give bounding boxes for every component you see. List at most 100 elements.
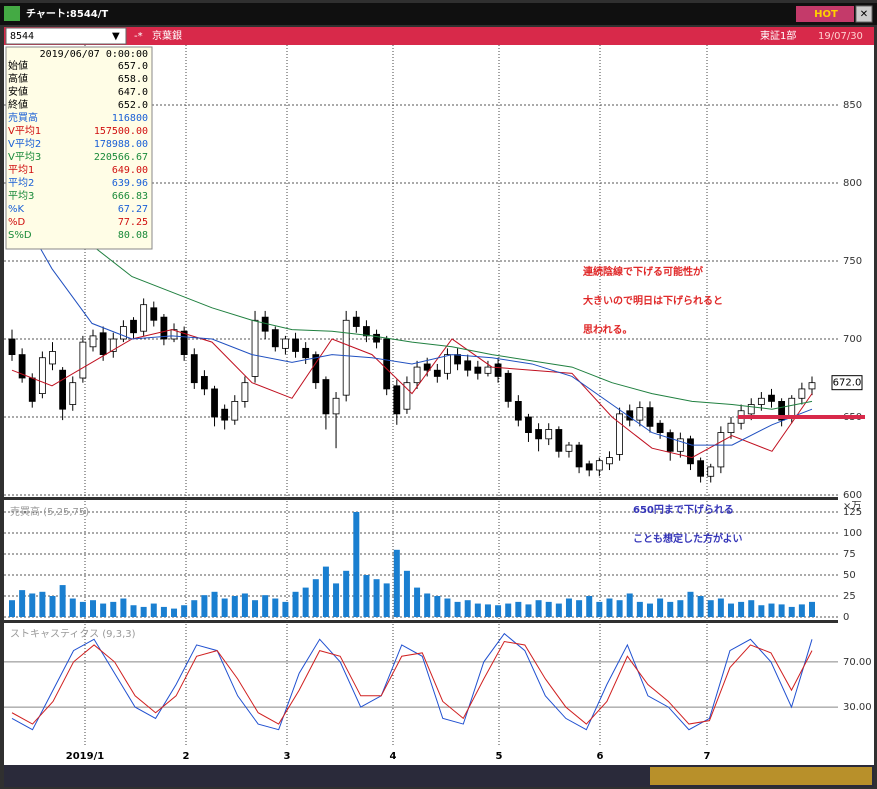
volume-bar <box>768 603 775 617</box>
volume-bar <box>403 570 410 617</box>
dash-star: -* <box>134 31 143 42</box>
candle-body <box>241 382 249 402</box>
candle-body <box>211 388 218 418</box>
volume-bar <box>191 600 198 617</box>
annotation-red: 思われる。 <box>583 324 633 336</box>
last-price-box <box>831 375 863 391</box>
volume-bar <box>798 604 805 617</box>
volume-bar <box>9 600 15 617</box>
hot-button[interactable] <box>796 6 854 22</box>
stock-name: 京葉銀 <box>152 29 182 42</box>
info-value: 67.27 <box>118 204 148 215</box>
volume-tick-label: 100 <box>843 528 862 539</box>
candle-body <box>140 304 148 332</box>
candle-body <box>231 400 239 421</box>
candle-body <box>190 354 198 384</box>
volume-bar <box>59 585 66 617</box>
close-button[interactable] <box>855 5 873 23</box>
candle-body <box>38 357 46 395</box>
candle-body <box>606 457 613 465</box>
candle-body <box>18 354 26 379</box>
info-panel <box>5 46 153 250</box>
candle-body <box>59 369 67 410</box>
volume-bar <box>322 566 329 617</box>
annotation-blue: 650円まで下げられる <box>633 503 734 516</box>
candle-body <box>697 460 705 477</box>
candle-body <box>69 382 77 405</box>
volume-bar <box>252 600 259 617</box>
x-axis <box>4 745 874 765</box>
candle-body <box>768 394 775 402</box>
info-value: 657.0 <box>118 61 148 72</box>
volume-bar <box>363 575 370 617</box>
scroll-thumb[interactable] <box>650 767 872 785</box>
info-label: 終値 <box>8 98 28 111</box>
info-label: V平均2 <box>8 138 41 150</box>
moving-average <box>11 174 813 410</box>
info-value: 77.25 <box>118 217 148 228</box>
x-label: 4 <box>390 751 397 762</box>
volume-bar <box>29 593 36 617</box>
volume-bar <box>19 590 26 617</box>
candle-body <box>585 463 593 471</box>
candle-body <box>788 397 796 418</box>
price-tick-label: 700 <box>843 334 862 345</box>
stochastic-panel <box>4 623 838 745</box>
volume-bar <box>535 600 542 617</box>
close-icon: ✕ <box>860 9 868 20</box>
candle-body <box>119 326 127 340</box>
candle-body <box>363 326 370 337</box>
volume-bar <box>586 596 593 617</box>
candle-body <box>109 338 117 352</box>
volume-bar <box>150 603 157 617</box>
volume-bar <box>596 601 603 617</box>
info-value: 157500.00 <box>94 126 148 137</box>
price-tick-label: 600 <box>843 490 862 501</box>
volume-bar <box>667 601 674 617</box>
x-label: 2 <box>183 751 190 762</box>
price-tick-label: 750 <box>843 256 862 267</box>
hot-label[interactable]: HOT <box>814 9 838 20</box>
volume-bar <box>565 598 572 617</box>
candle-body <box>383 338 391 390</box>
volume-bar <box>505 603 512 617</box>
stoch-title: ストキャスティクス (9,3,3) <box>10 628 136 640</box>
stochastic-line <box>11 641 813 725</box>
code-dropdown[interactable] <box>5 27 127 45</box>
volume-bar <box>49 596 56 617</box>
volume-bar <box>272 598 279 617</box>
candle-body <box>160 316 168 340</box>
volume-bar <box>343 570 350 617</box>
market: 東証1部 <box>760 29 796 42</box>
info-value: 116800 <box>112 113 148 124</box>
volume-bar <box>181 605 188 617</box>
volume-bar <box>79 601 86 617</box>
x-label: 7 <box>704 751 711 762</box>
volume-bar <box>201 595 208 617</box>
x-label: 6 <box>597 751 604 762</box>
volume-bar <box>434 596 441 617</box>
volume-bar <box>525 604 532 617</box>
candle-body <box>595 460 603 471</box>
x-label: 2019/1 <box>66 751 104 762</box>
app-icon <box>4 6 20 21</box>
volume-bar <box>302 587 309 617</box>
info-label: 平均3 <box>8 190 34 202</box>
info-label: 平均2 <box>8 177 34 189</box>
candle-body <box>454 354 461 365</box>
volume-bar <box>444 598 451 617</box>
info-label: V平均1 <box>8 125 41 137</box>
volume-bar <box>312 579 319 617</box>
candle-body <box>433 369 441 377</box>
candle-body <box>798 388 806 399</box>
info-value: 647.0 <box>118 87 148 98</box>
info-value: 666.83 <box>112 191 148 202</box>
volume-bar <box>697 596 704 617</box>
info-value: 639.96 <box>112 178 148 189</box>
volume-bar <box>221 598 228 617</box>
volume-bar <box>171 608 178 617</box>
candle-body <box>727 422 735 433</box>
last-price-label: 672.0 <box>833 378 862 389</box>
info-label: V平均3 <box>8 151 41 163</box>
